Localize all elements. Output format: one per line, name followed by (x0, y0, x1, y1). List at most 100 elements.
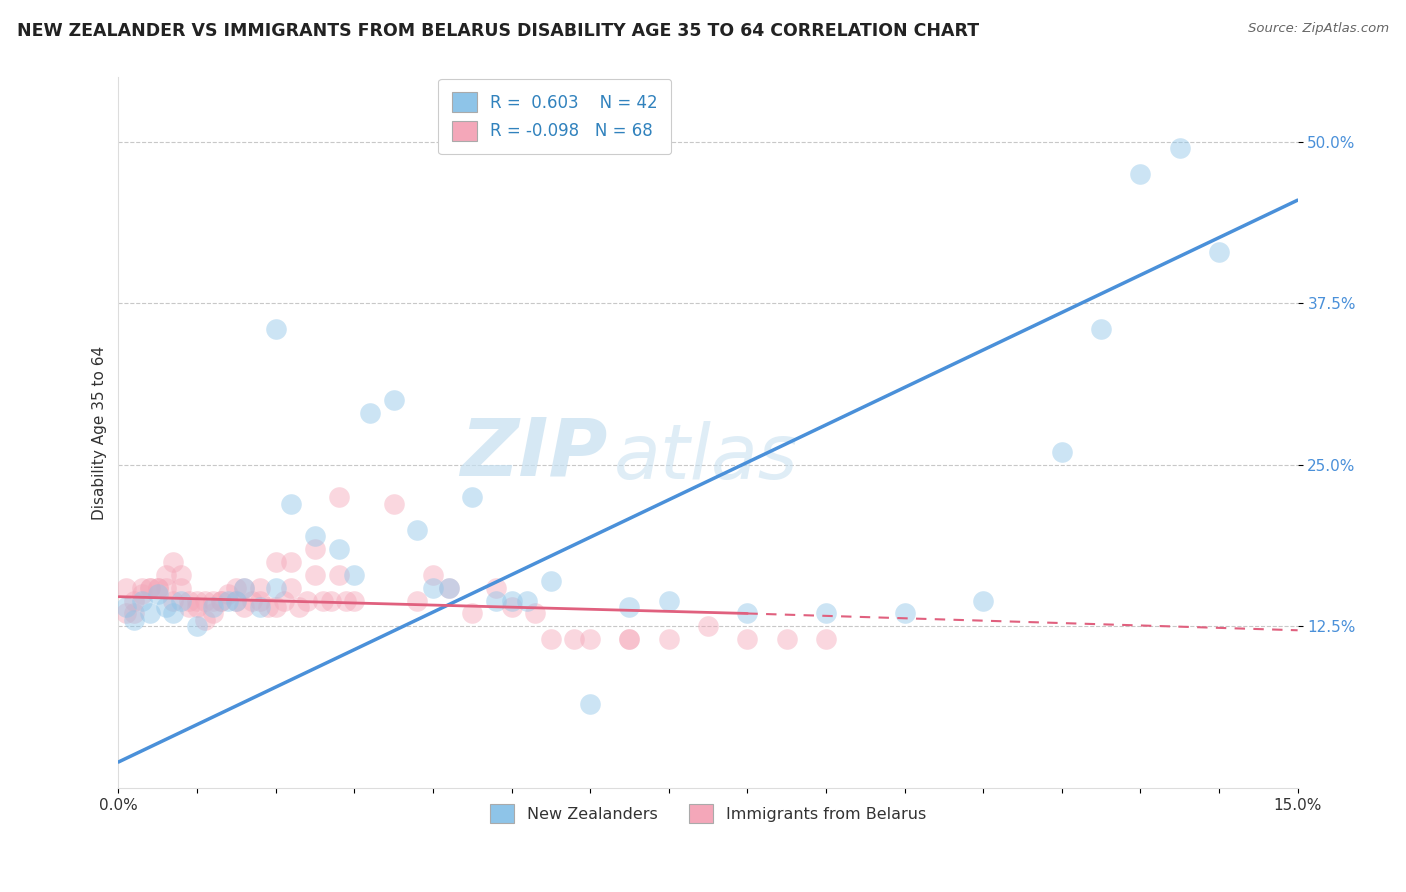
Point (233, 600, 256, 615)
Point (359, 406, 381, 420)
Point (619, 600, 641, 615)
Point (382, 393, 405, 408)
Point (146, 587, 169, 601)
Point (170, 581, 193, 595)
Point (170, 593, 193, 607)
Point (139, 607, 162, 621)
Point (162, 607, 184, 621)
Point (139, 581, 162, 595)
Point (264, 600, 287, 615)
Point (146, 581, 169, 595)
Point (233, 581, 256, 595)
Point (115, 600, 138, 615)
Text: atlas: atlas (613, 420, 799, 494)
Point (437, 581, 460, 595)
Point (343, 593, 366, 607)
Point (1208, 244, 1230, 259)
Point (146, 581, 169, 595)
Point (312, 593, 335, 607)
Point (737, 607, 759, 621)
Point (1090, 322, 1112, 336)
Point (256, 600, 278, 615)
Point (201, 607, 224, 621)
Point (170, 567, 193, 582)
Point (155, 581, 177, 595)
Point (501, 593, 523, 607)
Point (194, 613, 217, 627)
Point (122, 593, 145, 607)
Point (155, 600, 177, 615)
Point (288, 600, 311, 615)
Point (524, 607, 547, 621)
Point (280, 555, 302, 569)
Text: Source: ZipAtlas.com: Source: ZipAtlas.com (1249, 22, 1389, 36)
Legend: New Zealanders, Immigrants from Belarus: New Zealanders, Immigrants from Belarus (484, 797, 932, 830)
Point (579, 697, 602, 711)
Point (295, 593, 318, 607)
Point (131, 593, 153, 607)
Point (304, 567, 326, 582)
Point (540, 632, 562, 647)
Point (225, 593, 247, 607)
Text: ZIP: ZIP (460, 415, 607, 493)
Point (972, 593, 994, 607)
Point (775, 632, 797, 647)
Point (422, 567, 444, 582)
Point (485, 581, 508, 595)
Point (893, 607, 915, 621)
Point (249, 593, 271, 607)
Point (437, 581, 460, 595)
Point (240, 593, 263, 607)
Point (814, 632, 837, 647)
Point (328, 567, 350, 582)
Point (264, 581, 287, 595)
Point (233, 581, 256, 595)
Point (249, 600, 271, 615)
Point (343, 567, 366, 582)
Point (814, 607, 837, 621)
Point (619, 632, 641, 647)
Point (122, 613, 145, 627)
Point (225, 581, 247, 595)
Point (406, 593, 429, 607)
Point (619, 632, 641, 647)
Point (115, 581, 138, 595)
Point (155, 567, 177, 582)
Point (382, 497, 405, 511)
Point (201, 593, 224, 607)
Point (335, 593, 357, 607)
Point (1129, 167, 1152, 181)
Point (209, 593, 232, 607)
Point (540, 574, 562, 589)
Point (697, 619, 720, 633)
Point (249, 581, 271, 595)
Point (422, 581, 444, 595)
Point (264, 322, 287, 336)
Text: NEW ZEALANDER VS IMMIGRANTS FROM BELARUS DISABILITY AGE 35 TO 64 CORRELATION CHA: NEW ZEALANDER VS IMMIGRANTS FROM BELARUS… (17, 22, 979, 40)
Point (273, 593, 295, 607)
Point (209, 593, 232, 607)
Point (328, 490, 350, 504)
Point (564, 632, 586, 647)
Point (186, 600, 208, 615)
Y-axis label: Disability Age 35 to 64: Disability Age 35 to 64 (93, 345, 107, 520)
Point (280, 581, 302, 595)
Point (139, 581, 162, 595)
Point (194, 593, 217, 607)
Point (1168, 141, 1191, 155)
Point (162, 593, 184, 607)
Point (501, 600, 523, 615)
Point (115, 607, 138, 621)
Point (658, 593, 681, 607)
Point (319, 593, 342, 607)
Point (131, 587, 153, 601)
Point (461, 490, 484, 504)
Point (406, 523, 429, 537)
Point (461, 607, 484, 621)
Point (304, 529, 326, 543)
Point (516, 593, 538, 607)
Point (280, 497, 302, 511)
Point (225, 593, 247, 607)
Point (179, 593, 201, 607)
Point (737, 632, 759, 647)
